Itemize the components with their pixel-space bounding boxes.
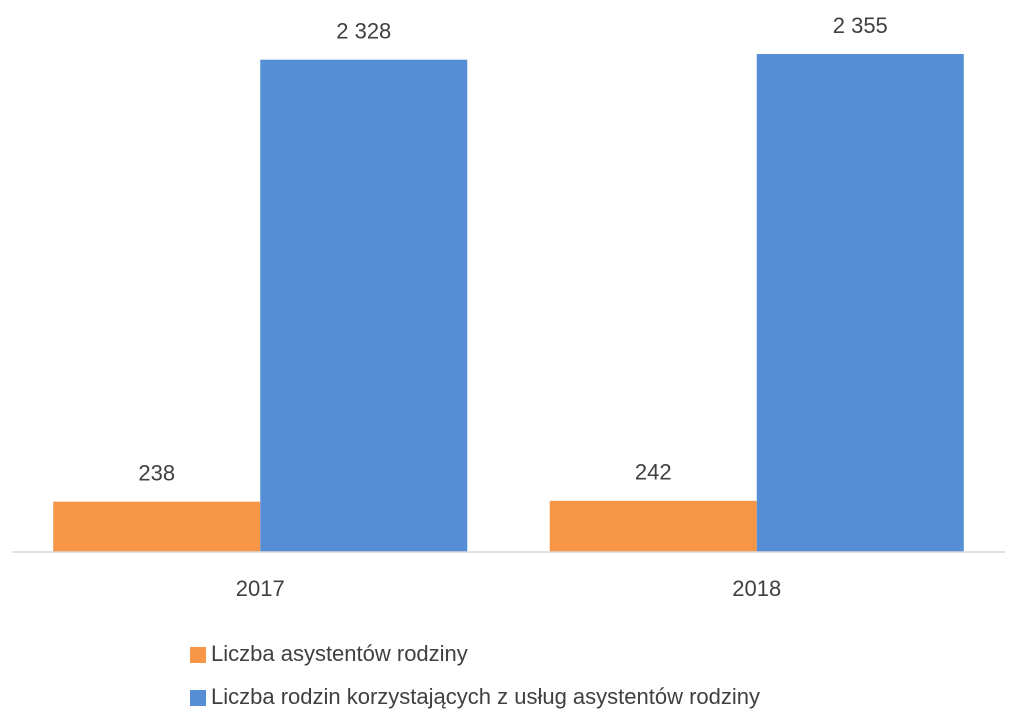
legend-label: Liczba rodzin korzystających z usług asy… <box>211 684 760 709</box>
data-label: 2 328 <box>336 19 391 44</box>
legend-label: Liczba asystentów rodziny <box>211 641 468 666</box>
x-tick-label: 2018 <box>732 576 781 601</box>
legend-swatch <box>190 647 206 663</box>
data-label: 242 <box>635 460 672 485</box>
x-tick-label: 2017 <box>236 576 285 601</box>
bar <box>756 54 964 552</box>
data-label: 2 355 <box>833 13 888 38</box>
bar <box>549 500 757 552</box>
bar <box>260 59 468 552</box>
bar <box>53 501 261 552</box>
data-label: 238 <box>138 460 175 485</box>
legend-swatch <box>190 690 206 706</box>
